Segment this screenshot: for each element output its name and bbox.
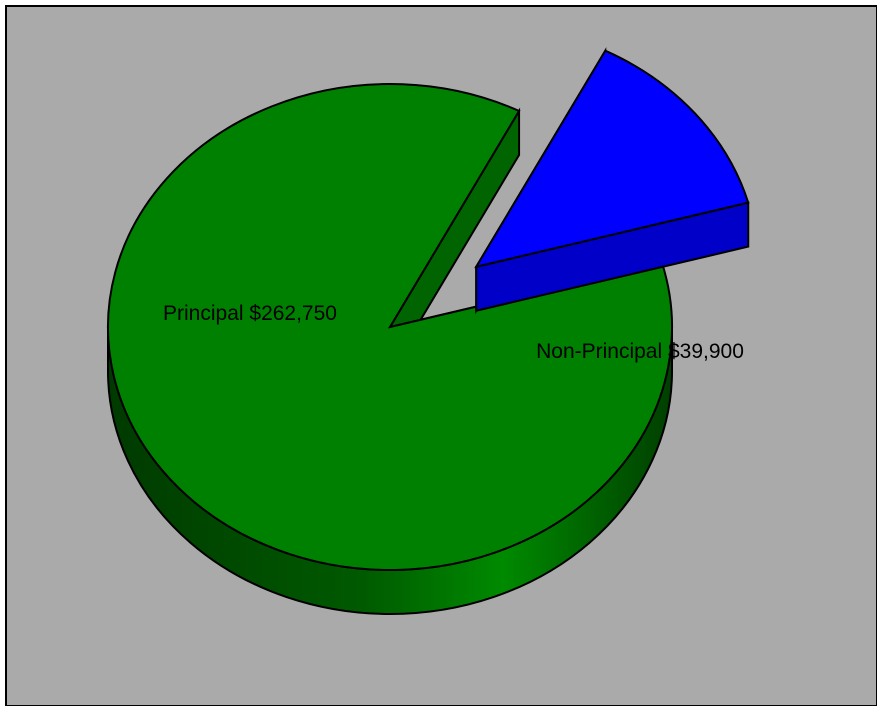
pie-slice-top: [107, 83, 673, 571]
pie-slice-top: [474, 49, 750, 269]
pie-slice-0: [107, 83, 673, 615]
slice-label: Non-Principal $39,900: [536, 340, 744, 363]
slice-label: Principal $262,750: [163, 302, 337, 325]
pie-slice-1: [474, 47, 750, 315]
